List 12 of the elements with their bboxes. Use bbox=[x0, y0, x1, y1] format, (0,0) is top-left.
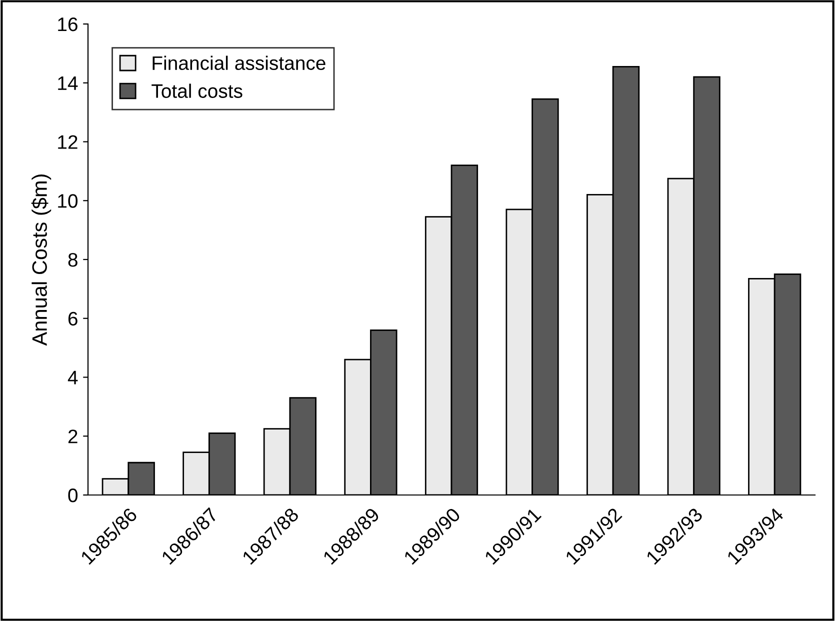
y-tick-label: 12 bbox=[58, 135, 78, 149]
y-tick-label: 6 bbox=[68, 312, 78, 326]
legend-label: Financial assistance bbox=[152, 56, 326, 70]
legend-label: Total costs bbox=[152, 84, 242, 98]
y-tick-label: 16 bbox=[58, 17, 78, 32]
y-tick-label: 0 bbox=[68, 488, 78, 502]
y-tick-label: 2 bbox=[68, 430, 78, 444]
y-tick-label: 14 bbox=[58, 76, 78, 90]
y-axis-title: Annual Costs ($m) bbox=[31, 174, 52, 346]
y-tick-label: 10 bbox=[58, 194, 78, 208]
y-tick-label: 8 bbox=[68, 252, 78, 267]
y-tick-label: 4 bbox=[68, 370, 78, 384]
